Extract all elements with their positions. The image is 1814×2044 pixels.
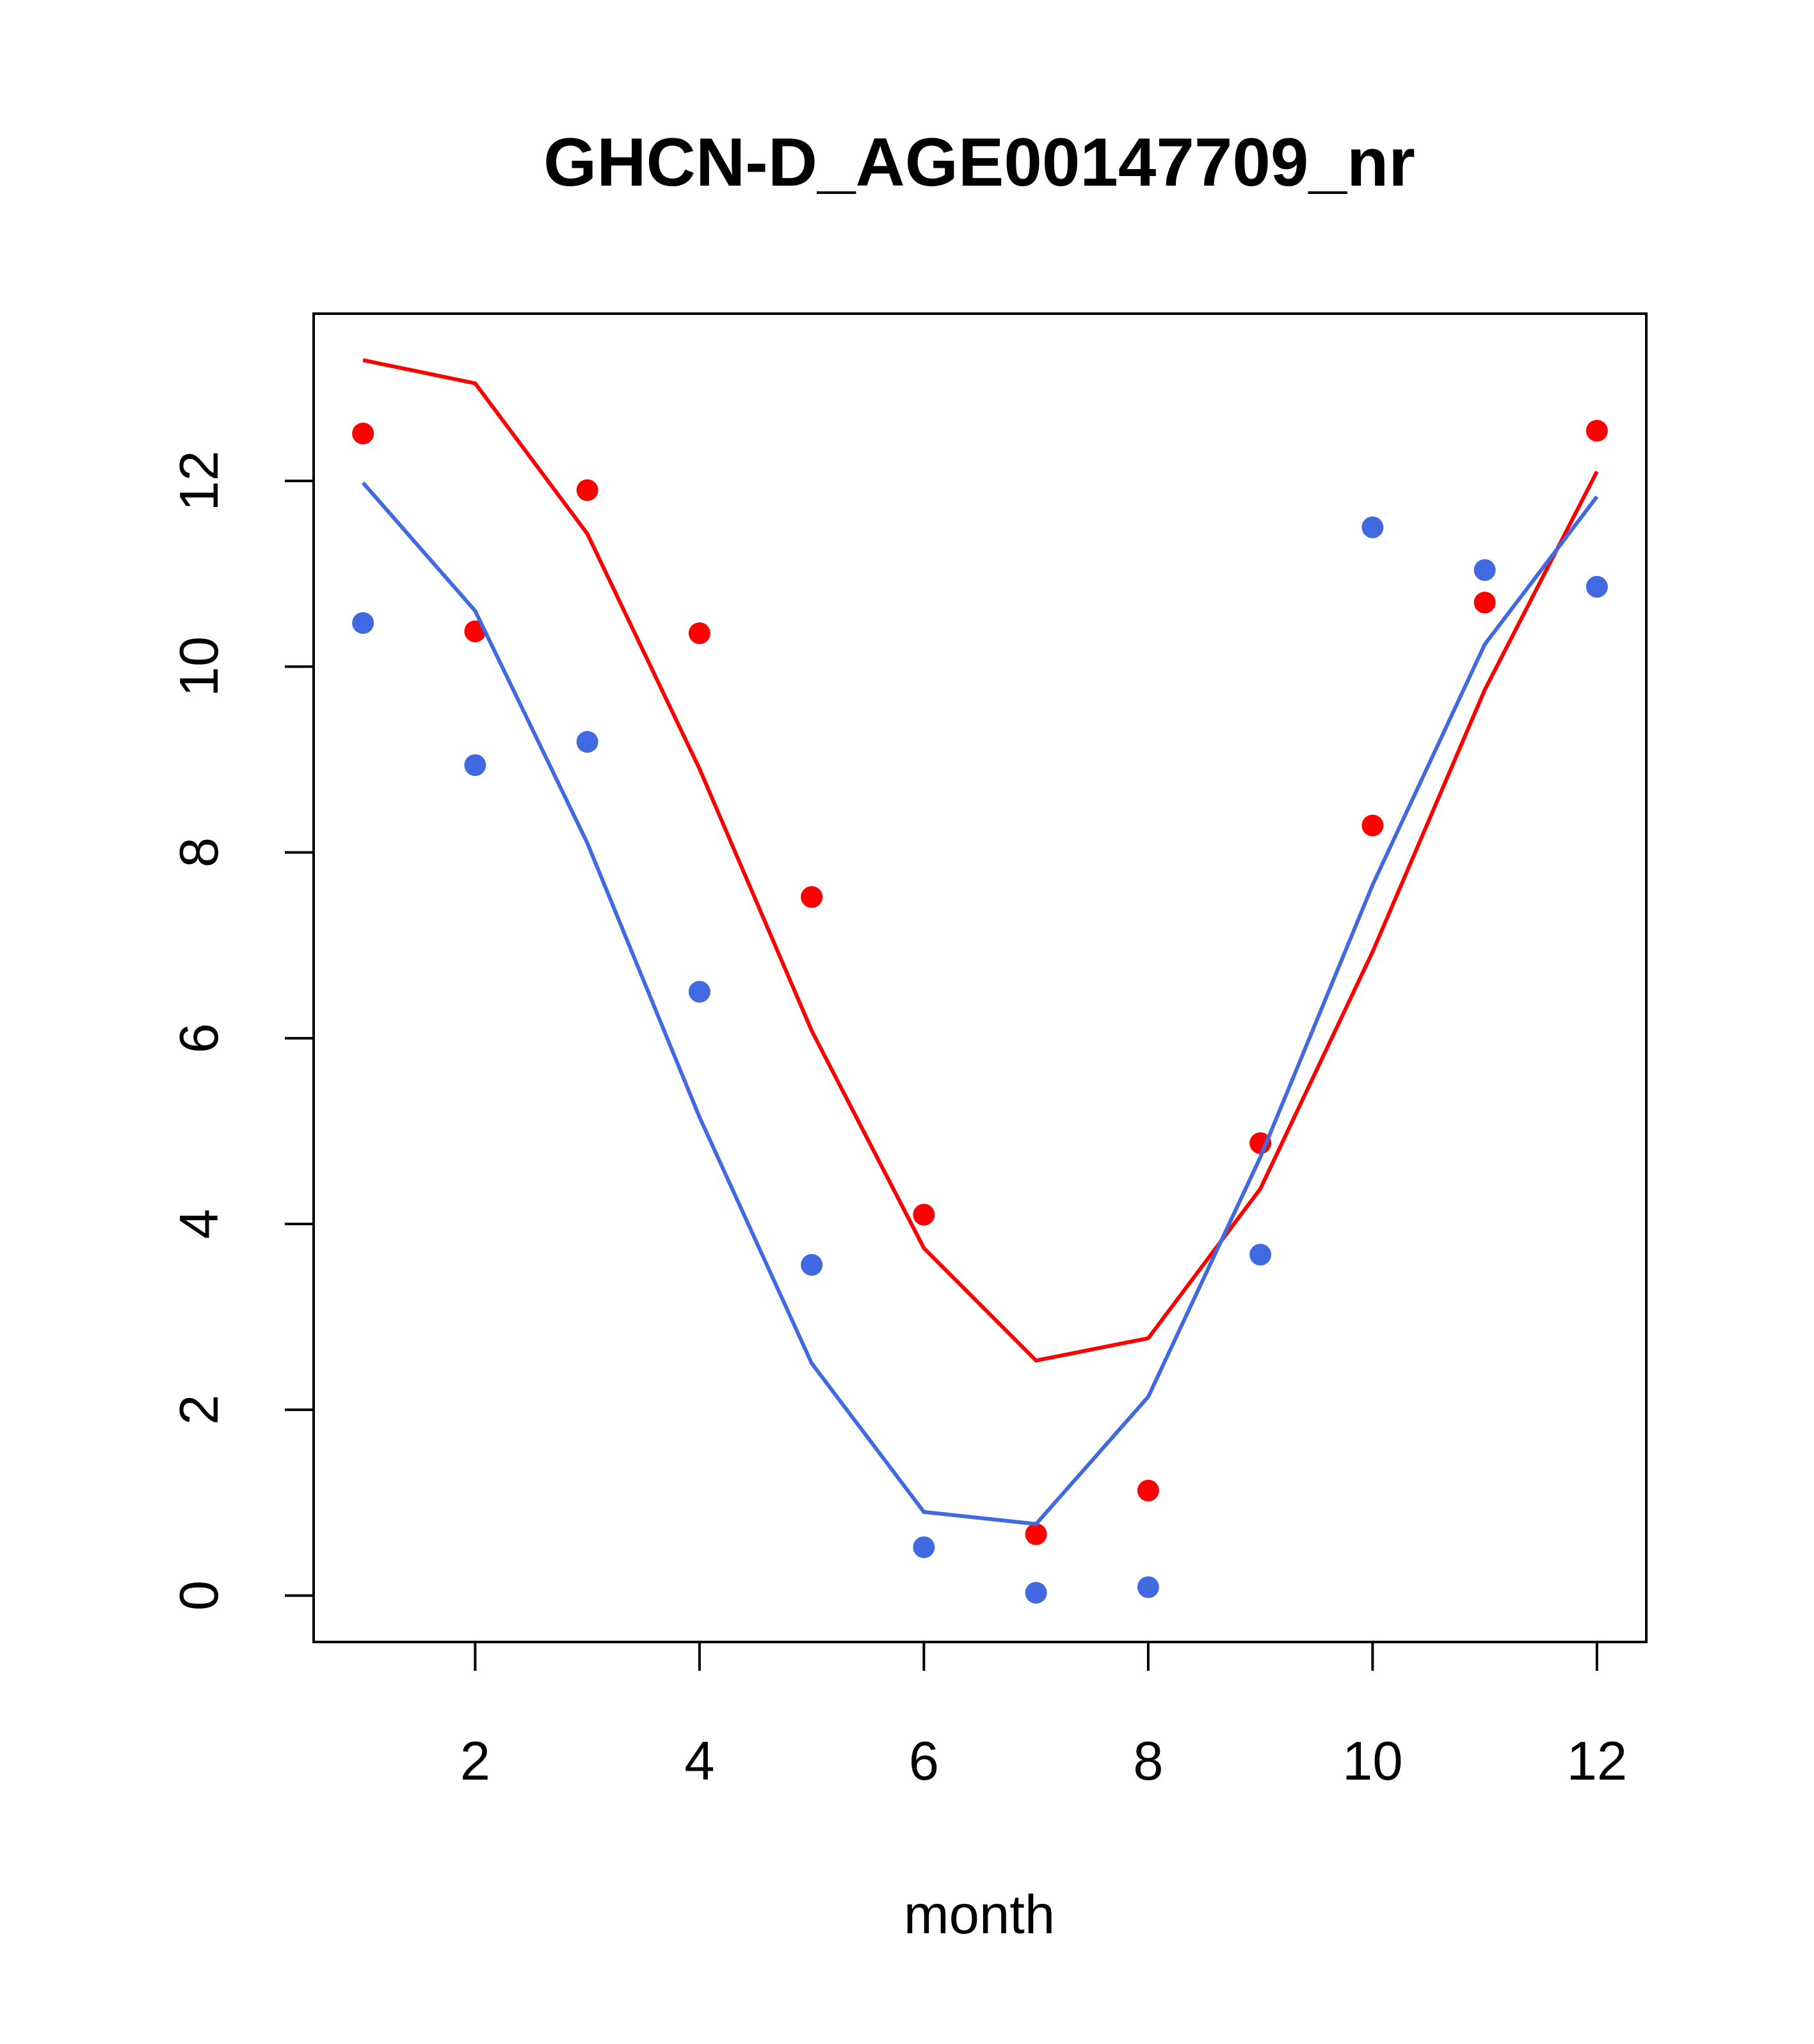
x-axis-label: month xyxy=(904,1885,1055,1945)
y-tick-label: 10 xyxy=(169,636,230,697)
y-axis: 0 2 4 6 8 10 12 xyxy=(169,451,315,1611)
series-0-line xyxy=(362,358,1599,1363)
series-0-point xyxy=(352,422,374,445)
series-1-point xyxy=(913,1536,935,1558)
x-axis: 2 4 6 8 10 12 xyxy=(460,1641,1628,1792)
series-1-point xyxy=(576,730,598,753)
x-tick-label: 12 xyxy=(1567,1731,1628,1792)
y-tick-label: 6 xyxy=(169,1023,230,1053)
series-1-point xyxy=(801,1253,823,1276)
series-0-point xyxy=(801,886,823,908)
series-layer xyxy=(352,358,1608,1604)
series-1-line xyxy=(361,481,1599,1526)
series-1-point xyxy=(1137,1576,1159,1598)
x-tick-label: 6 xyxy=(909,1731,939,1792)
series-0-point xyxy=(1025,1523,1047,1545)
chart-title: GHCN-D_AGE00147709_nr xyxy=(543,124,1415,200)
series-0-point xyxy=(688,622,710,645)
x-tick-label: 4 xyxy=(684,1731,714,1792)
series-0-point xyxy=(1361,814,1384,837)
series-0-point xyxy=(1137,1479,1159,1502)
series-0-point xyxy=(576,479,598,501)
x-tick-label: 8 xyxy=(1133,1731,1163,1792)
y-tick-label: 12 xyxy=(169,451,230,511)
series-1-point xyxy=(1473,559,1496,581)
series-0-point xyxy=(1473,591,1496,614)
y-tick-label: 8 xyxy=(169,837,230,867)
y-tick-label: 2 xyxy=(169,1395,230,1425)
series-1-point xyxy=(688,981,710,1003)
x-tick-label: 10 xyxy=(1342,1731,1403,1792)
series-1-point xyxy=(352,612,374,634)
series-1-point xyxy=(464,754,486,777)
series-1-point xyxy=(1249,1243,1272,1266)
series-1-point xyxy=(1585,575,1608,598)
series-1-point xyxy=(1361,516,1384,538)
series-0-point xyxy=(1585,419,1608,442)
y-tick-label: 4 xyxy=(169,1209,230,1239)
x-tick-label: 2 xyxy=(460,1731,490,1792)
y-tick-label: 0 xyxy=(169,1581,230,1611)
series-1-point xyxy=(1025,1582,1047,1604)
series-0-point xyxy=(913,1203,935,1226)
